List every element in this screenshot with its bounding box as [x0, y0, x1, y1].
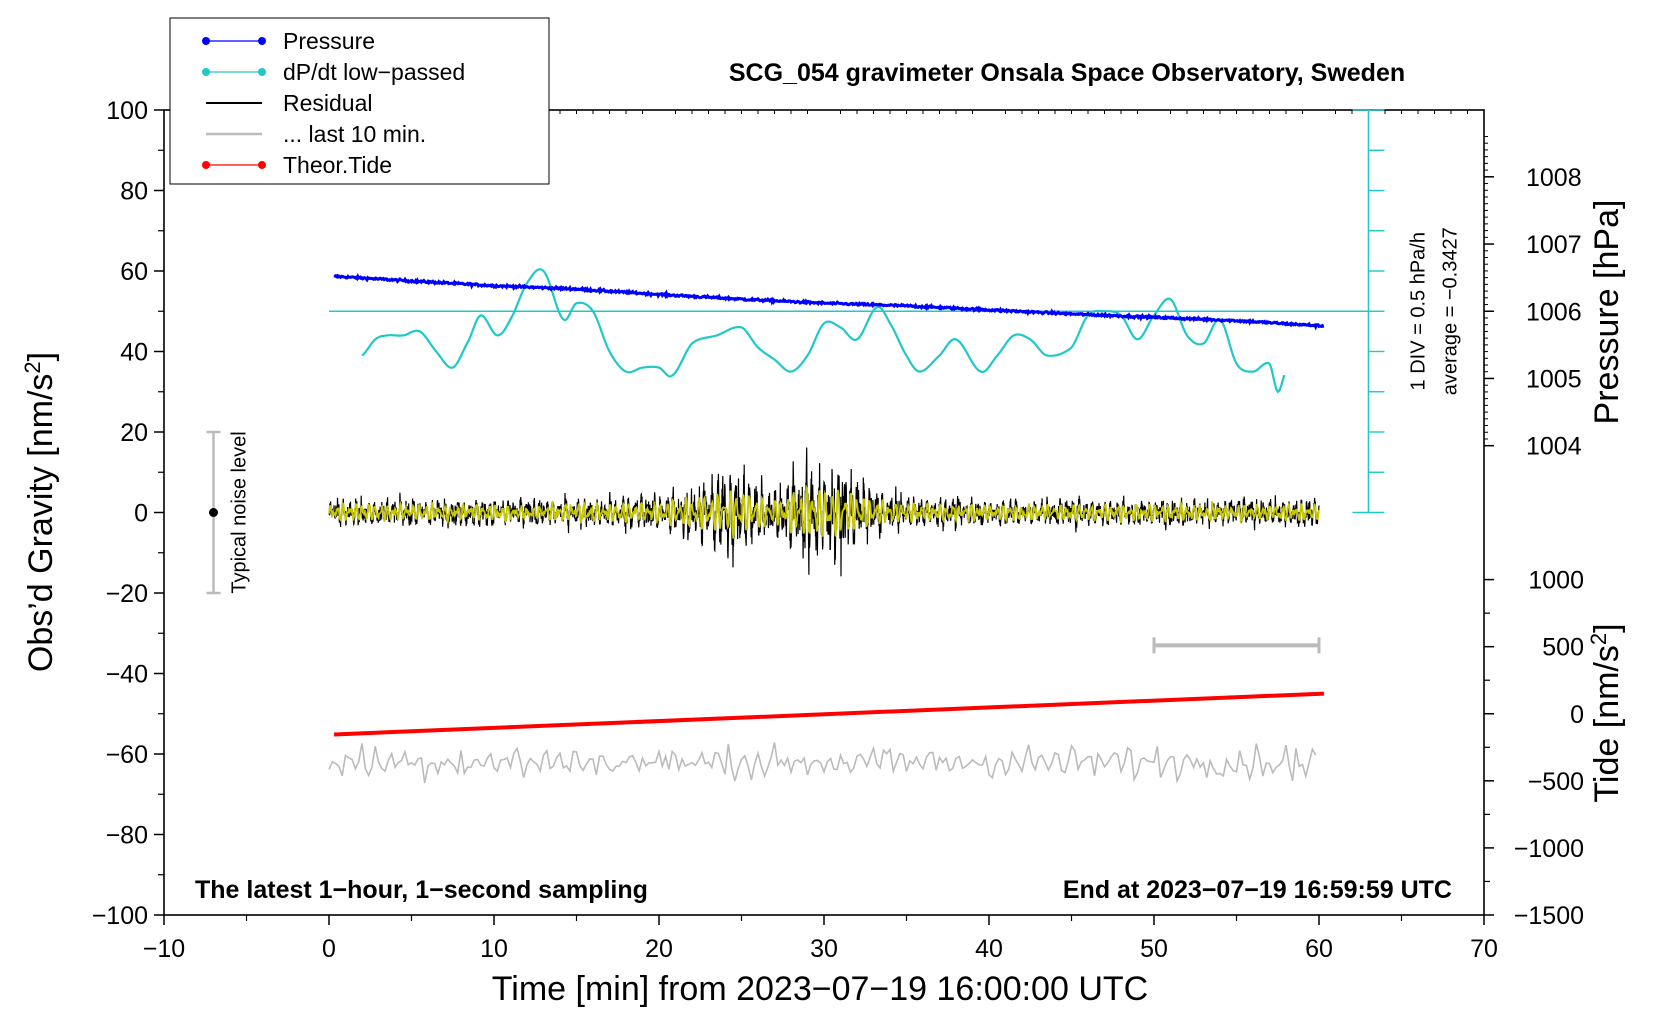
tide-tick-label: −1000 — [1514, 835, 1584, 863]
y-tick-label: 100 — [106, 97, 148, 125]
x-tick-label: 70 — [1470, 935, 1498, 963]
legend-label: Residual — [283, 90, 373, 116]
tide-axis-label: Tide [nm/s2] — [1586, 623, 1627, 802]
y-tick-label: 40 — [120, 339, 148, 367]
x-tick-label: −10 — [143, 935, 185, 963]
y-tick-label: −100 — [92, 902, 148, 930]
pressure-tick-label: 1007 — [1526, 231, 1582, 259]
last10-series-line — [328, 742, 1317, 784]
dpdt-div-label: 1 DIV = 0.5 hPa/h — [1408, 232, 1430, 390]
residual-filtered-series-line — [328, 484, 1320, 539]
pressure-series-line — [333, 272, 1325, 331]
x-tick-label: 30 — [810, 935, 838, 963]
tide-tick-label: 1000 — [1528, 567, 1584, 595]
dpdt-series-line — [361, 268, 1286, 394]
pressure-axis: 1008 1007 1006 1005 1004 — [1484, 135, 1582, 461]
x-tick-label: 10 — [480, 935, 508, 963]
x-tick-label: 60 — [1305, 935, 1333, 963]
y-tick-label: 60 — [120, 258, 148, 286]
x-axis-label: Time [min] from 2023−07−19 16:00:00 UTC — [492, 970, 1148, 1008]
noise-level-label: Typical noise level — [229, 431, 251, 593]
y-tick-label: −60 — [106, 741, 148, 769]
ten-minute-scale-bar — [1152, 637, 1321, 654]
chart-title: SCG_054 gravimeter Onsala Space Observat… — [729, 59, 1405, 87]
legend-swatch-marker — [258, 37, 266, 45]
pressure-axis-label: Pressure [hPa] — [1588, 200, 1626, 425]
end-time-note: End at 2023−07−19 16:59:59 UTC — [1063, 876, 1452, 904]
legend-label: dP/dt low−passed — [283, 59, 465, 85]
noise-level-bar — [206, 430, 221, 595]
legend-swatch-marker — [258, 161, 266, 169]
legend-swatch-marker — [202, 161, 210, 169]
tide-tick-label: −1500 — [1514, 902, 1584, 930]
y-tick-label: 0 — [134, 500, 148, 528]
sampling-note: The latest 1−hour, 1−second sampling — [195, 876, 648, 904]
legend-swatch-marker — [202, 68, 210, 76]
y-tick-label: 80 — [120, 178, 148, 206]
legend: Pressure dP/dt low−passed Residual ... last… — [169, 17, 550, 185]
x-tick-label: 40 — [975, 935, 1003, 963]
legend-label: Theor.Tide — [283, 152, 392, 178]
legend-box — [169, 17, 550, 185]
y-tick-label: −20 — [106, 580, 148, 608]
x-axis: −10 0 10 20 30 40 50 60 70 — [143, 110, 1498, 963]
y-axis-label: Obs’d Gravity [nm/s2] — [20, 352, 61, 672]
tide-axis: 1000 500 0 −500 −1000 −1500 — [1484, 567, 1584, 930]
tide-tick-label: 500 — [1542, 634, 1584, 662]
x-tick-label: 50 — [1140, 935, 1168, 963]
legend-label: Pressure — [283, 28, 375, 54]
gravity-axis: 100 80 60 40 20 0 −20 −40 −60 −80 −100 — [92, 97, 164, 930]
legend-label: ... last 10 min. — [283, 121, 426, 147]
legend-swatch-marker — [258, 68, 266, 76]
dpdt-average-label: average = −0.3427 — [1440, 227, 1462, 395]
pressure-tick-label: 1006 — [1526, 298, 1582, 326]
x-tick-label: 0 — [322, 935, 336, 963]
tide-tick-label: −500 — [1528, 768, 1584, 796]
tide-tick-label: 0 — [1570, 701, 1584, 729]
pressure-tick-label: 1004 — [1526, 433, 1582, 461]
y-tick-label: −40 — [106, 661, 148, 689]
y-tick-label: 20 — [120, 419, 148, 447]
x-tick-label: 20 — [645, 935, 673, 963]
pressure-tick-label: 1005 — [1526, 365, 1582, 393]
tide-series-line — [333, 691, 1324, 737]
y-tick-label: −80 — [106, 822, 148, 850]
pressure-tick-label: 1008 — [1526, 164, 1582, 192]
noise-bar-center-dot — [209, 508, 218, 517]
legend-swatch-marker — [202, 37, 210, 45]
